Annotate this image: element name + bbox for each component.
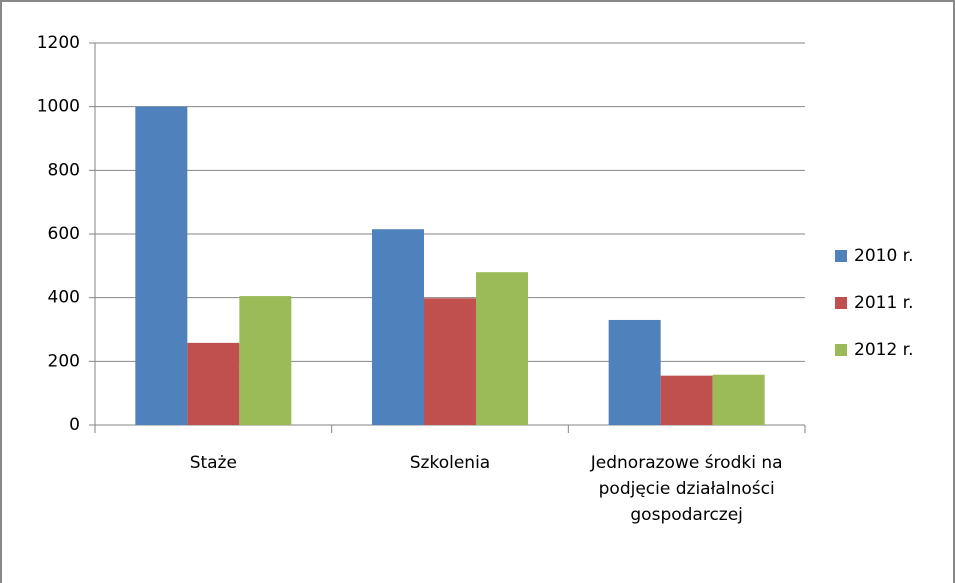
y-tick-label: 400 [48,288,80,308]
y-tick-label: 600 [48,224,80,244]
legend-label: 2011 r. [854,293,914,313]
x-tick-label: Staże [189,453,237,473]
y-tick-label: 1200 [37,33,80,53]
y-tick-label: 200 [48,351,80,371]
legend-label: 2012 r. [854,340,914,360]
legend-swatch [835,344,847,356]
bar [424,298,476,425]
bar [476,272,528,425]
bar [187,342,240,425]
bar [372,229,424,425]
bar [608,319,661,425]
y-tick-label: 0 [69,415,80,435]
x-tick-label: Szkolenia [409,453,491,473]
bar [660,375,713,425]
y-tick-label: 800 [48,160,80,180]
legend-swatch [835,297,847,309]
x-tick-label: Jednorazowe środki na podjęcie działalno… [590,453,783,525]
legend-label: 2010 r. [854,246,914,266]
bar [135,106,188,426]
legend-swatch [835,250,847,262]
y-tick-label: 1000 [37,97,80,117]
bar [239,296,292,425]
bar [712,374,765,425]
